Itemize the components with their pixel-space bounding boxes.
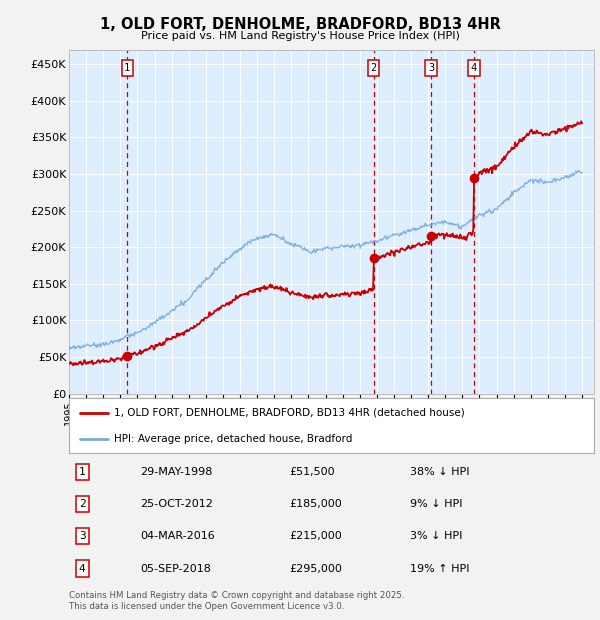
Text: 4: 4 bbox=[471, 63, 477, 73]
Text: 38% ↓ HPI: 38% ↓ HPI bbox=[410, 467, 470, 477]
Text: 29-MAY-1998: 29-MAY-1998 bbox=[140, 467, 212, 477]
Text: 4: 4 bbox=[79, 564, 86, 574]
Text: 2: 2 bbox=[79, 499, 86, 509]
Text: 3: 3 bbox=[428, 63, 434, 73]
Text: £51,500: £51,500 bbox=[290, 467, 335, 477]
Text: 2: 2 bbox=[371, 63, 377, 73]
Text: 1: 1 bbox=[124, 63, 130, 73]
Text: 19% ↑ HPI: 19% ↑ HPI bbox=[410, 564, 470, 574]
Text: HPI: Average price, detached house, Bradford: HPI: Average price, detached house, Brad… bbox=[113, 434, 352, 444]
Text: 05-SEP-2018: 05-SEP-2018 bbox=[140, 564, 211, 574]
Text: 1: 1 bbox=[79, 467, 86, 477]
Text: 1, OLD FORT, DENHOLME, BRADFORD, BD13 4HR: 1, OLD FORT, DENHOLME, BRADFORD, BD13 4H… bbox=[100, 17, 500, 32]
Text: 25-OCT-2012: 25-OCT-2012 bbox=[140, 499, 213, 509]
Text: £215,000: £215,000 bbox=[290, 531, 342, 541]
Text: 04-MAR-2016: 04-MAR-2016 bbox=[140, 531, 215, 541]
Text: 3% ↓ HPI: 3% ↓ HPI bbox=[410, 531, 463, 541]
Text: £185,000: £185,000 bbox=[290, 499, 342, 509]
Text: 9% ↓ HPI: 9% ↓ HPI bbox=[410, 499, 463, 509]
Text: £295,000: £295,000 bbox=[290, 564, 343, 574]
Text: 3: 3 bbox=[79, 531, 86, 541]
Text: Contains HM Land Registry data © Crown copyright and database right 2025.
This d: Contains HM Land Registry data © Crown c… bbox=[69, 591, 404, 611]
Text: Price paid vs. HM Land Registry's House Price Index (HPI): Price paid vs. HM Land Registry's House … bbox=[140, 31, 460, 41]
Text: 1, OLD FORT, DENHOLME, BRADFORD, BD13 4HR (detached house): 1, OLD FORT, DENHOLME, BRADFORD, BD13 4H… bbox=[113, 408, 464, 418]
